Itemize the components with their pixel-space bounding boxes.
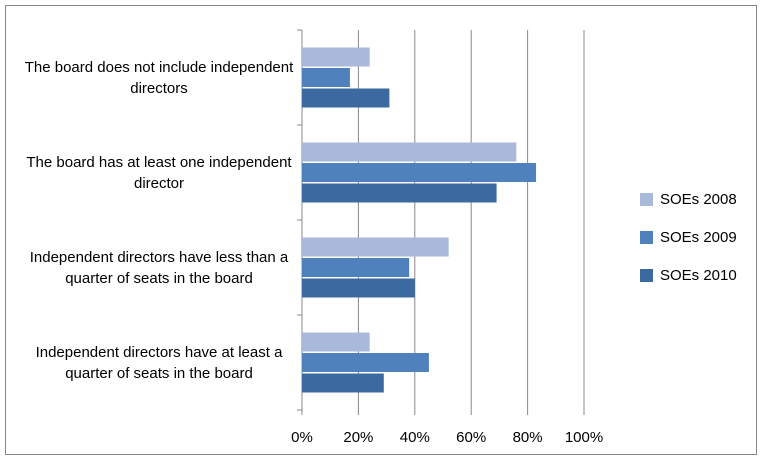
- bar: [302, 163, 537, 182]
- x-tick-label: 60%: [456, 429, 486, 446]
- y-tick-label: The board does not include independent d…: [24, 58, 294, 97]
- y-tick-label: Independent directors have less than a q…: [29, 248, 289, 287]
- legend-swatch: [640, 193, 653, 206]
- x-tick-label: 40%: [400, 429, 430, 446]
- bar: [302, 373, 384, 393]
- bar: [302, 332, 370, 352]
- legend-swatch: [640, 269, 653, 282]
- bar: [302, 237, 449, 257]
- bar: [302, 258, 410, 277]
- legend-label: SOEs 2010: [660, 267, 737, 284]
- x-tick-label: 100%: [565, 429, 603, 446]
- bar: [302, 183, 497, 203]
- bar: [302, 68, 350, 87]
- bar: [302, 47, 370, 67]
- y-tick-label: The board has at least one independent d…: [26, 153, 292, 192]
- x-tick-label: 0%: [291, 429, 313, 446]
- bar: [302, 142, 517, 162]
- legend-label: SOEs 2008: [660, 191, 737, 208]
- y-tick-label: Independent directors have at least a qu…: [35, 343, 283, 382]
- bar: [302, 88, 390, 108]
- x-tick-label: 80%: [513, 429, 543, 446]
- bar: [302, 278, 415, 298]
- legend-swatch: [640, 231, 653, 244]
- legend-label: SOEs 2009: [660, 229, 737, 246]
- chart-border: [5, 5, 757, 455]
- x-tick-label: 20%: [343, 429, 373, 446]
- bar: [302, 353, 429, 372]
